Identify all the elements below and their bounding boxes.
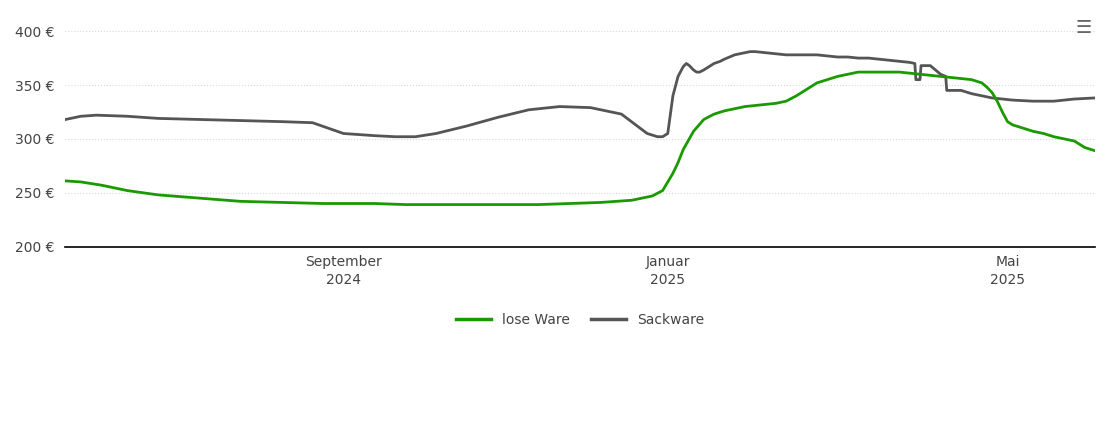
Legend: lose Ware, Sackware: lose Ware, Sackware xyxy=(451,307,709,332)
Text: ☰: ☰ xyxy=(1074,19,1091,37)
